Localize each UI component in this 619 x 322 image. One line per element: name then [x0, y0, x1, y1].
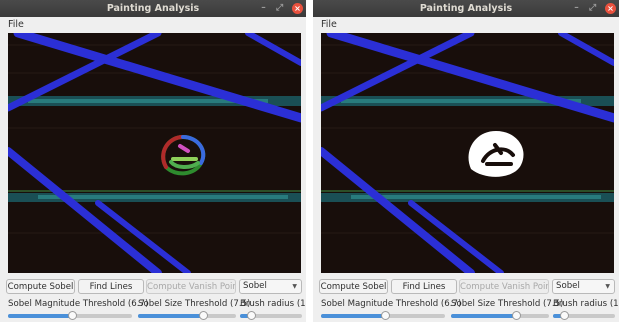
sobel-image: [8, 33, 301, 273]
slider-handle[interactable]: [68, 311, 78, 320]
find-lines-button[interactable]: Find Lines: [78, 279, 144, 294]
mode-select[interactable]: Sobel ▼: [552, 279, 615, 294]
window-left: Painting Analysis – ⤢ × File: [0, 0, 306, 322]
compute-sobel-button[interactable]: Compute Sobel: [319, 279, 388, 294]
chevron-down-icon: ▼: [292, 283, 297, 290]
slider-handle[interactable]: [198, 311, 208, 320]
slider-fill: [451, 314, 516, 318]
sobel-size-label: Sobel Size Threshold (7.5): [451, 299, 564, 309]
close-icon[interactable]: ×: [292, 3, 303, 14]
mode-select-value: Sobel: [556, 281, 580, 291]
compute-vanish-point-button[interactable]: Compute Vanish Point: [459, 279, 549, 294]
slider-handle[interactable]: [381, 311, 391, 320]
compute-vanish-point-button[interactable]: Compute Vanish Point: [146, 279, 236, 294]
image-canvas[interactable]: [321, 33, 614, 273]
minimize-icon[interactable]: –: [261, 3, 266, 13]
mask-image: [321, 33, 614, 273]
control-panel: Compute Sobel Find Lines Compute Vanish …: [0, 277, 306, 322]
maximize-icon[interactable]: ⤢: [275, 3, 284, 13]
maximize-icon[interactable]: ⤢: [588, 3, 597, 13]
title-bar[interactable]: Painting Analysis – ⤢ ×: [0, 0, 306, 17]
sobel-magnitude-label: Sobel Magnitude Threshold (6.7): [8, 299, 149, 309]
sobel-size-slider[interactable]: [138, 311, 236, 320]
brush-radius-label: Brush radius (10): [240, 299, 306, 309]
minimize-icon[interactable]: –: [574, 3, 579, 13]
find-lines-button[interactable]: Find Lines: [391, 279, 457, 294]
brush-radius-slider[interactable]: [240, 311, 302, 320]
sobel-size-slider[interactable]: [451, 311, 549, 320]
control-panel: Compute Sobel Find Lines Compute Vanish …: [313, 277, 619, 322]
image-canvas[interactable]: [8, 33, 301, 273]
sobel-magnitude-slider[interactable]: [321, 311, 445, 320]
close-icon[interactable]: ×: [605, 3, 616, 14]
menu-file[interactable]: File: [8, 19, 24, 30]
sobel-magnitude-label: Sobel Magnitude Threshold (6.7): [321, 299, 462, 309]
window-title: Painting Analysis: [419, 3, 513, 14]
slider-fill: [138, 314, 203, 318]
menu-bar: File: [313, 17, 619, 32]
window-title: Painting Analysis: [106, 3, 200, 14]
mode-select[interactable]: Sobel ▼: [239, 279, 302, 294]
slider-handle[interactable]: [511, 311, 521, 320]
title-bar[interactable]: Painting Analysis – ⤢ ×: [313, 0, 619, 17]
menu-bar: File: [0, 17, 306, 32]
slider-fill: [240, 314, 252, 318]
compute-sobel-button[interactable]: Compute Sobel: [6, 279, 75, 294]
menu-file[interactable]: File: [321, 19, 337, 30]
chevron-down-icon: ▼: [605, 283, 610, 290]
sobel-size-label: Sobel Size Threshold (7.5): [138, 299, 251, 309]
brush-radius-label: Brush radius (10): [553, 299, 619, 309]
sobel-magnitude-slider[interactable]: [8, 311, 132, 320]
mode-select-value: Sobel: [243, 281, 267, 291]
slider-fill: [8, 314, 73, 318]
slider-handle[interactable]: [247, 311, 257, 320]
brush-radius-slider[interactable]: [553, 311, 615, 320]
slider-fill: [321, 314, 386, 318]
slider-handle[interactable]: [560, 311, 570, 320]
slider-fill: [553, 314, 565, 318]
window-right: Painting Analysis – ⤢ × File: [313, 0, 619, 322]
